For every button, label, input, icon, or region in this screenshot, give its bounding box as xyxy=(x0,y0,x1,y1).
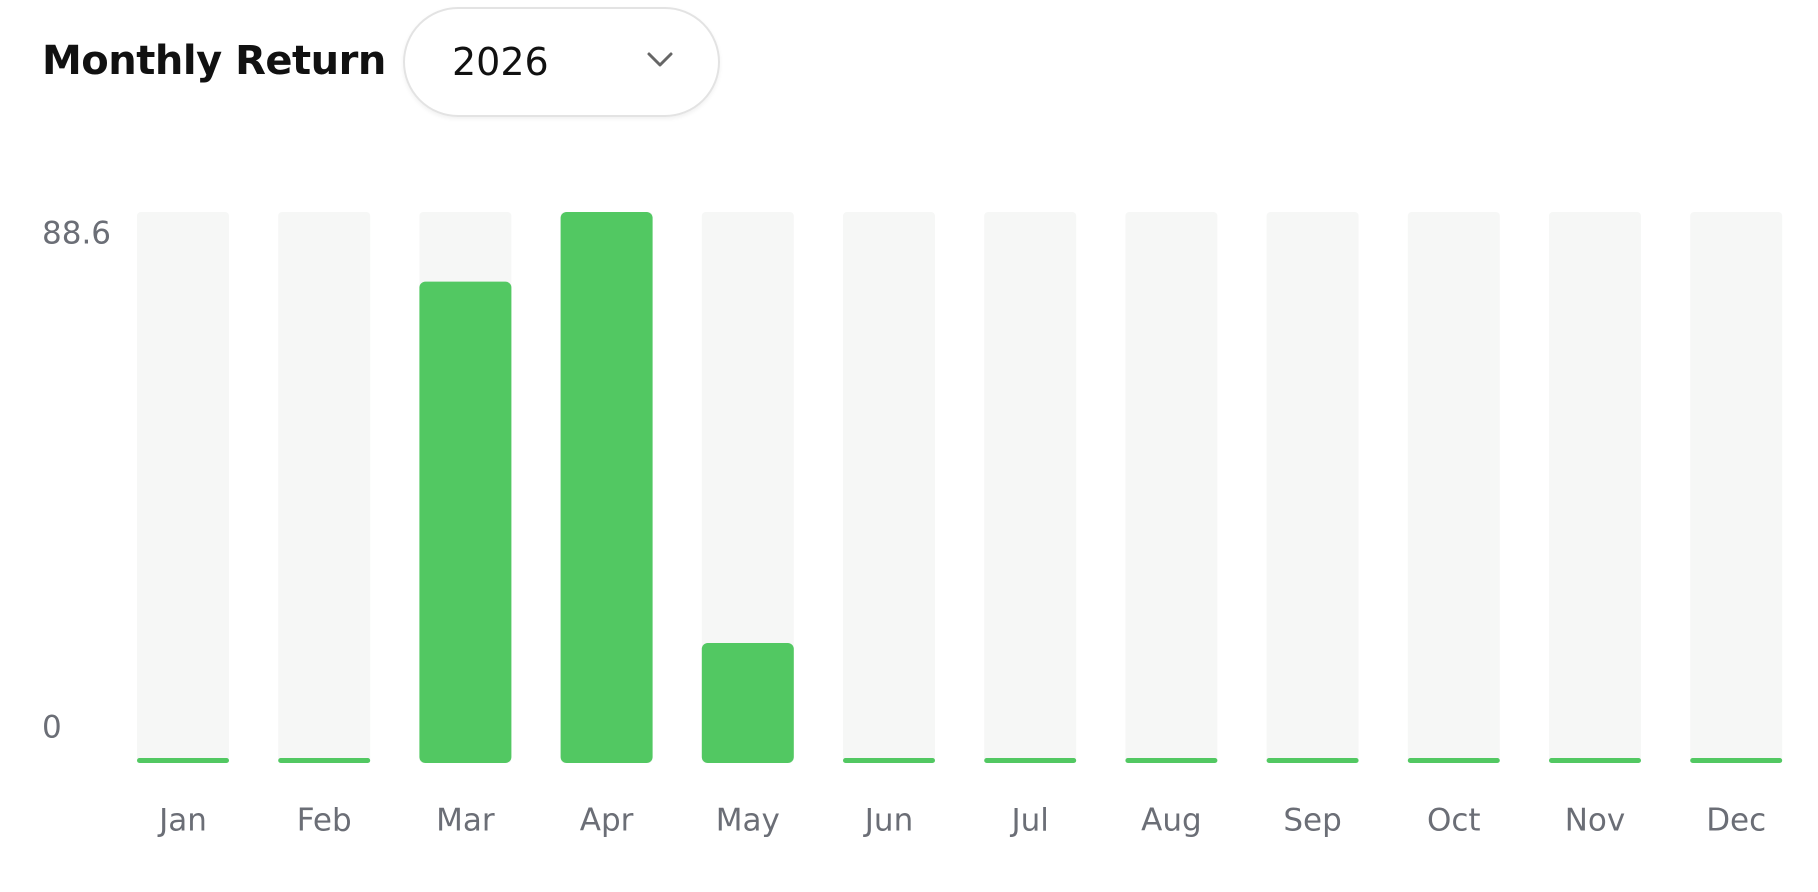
x-tick-label: Jul xyxy=(1009,803,1048,839)
y-tick-label: 88.6 xyxy=(42,216,111,252)
bar xyxy=(419,281,512,763)
bar-track xyxy=(1266,212,1359,763)
bar-track xyxy=(1549,212,1641,763)
year-value: 2026 xyxy=(452,40,549,84)
bar-track xyxy=(1125,212,1218,763)
bar xyxy=(984,758,1077,763)
bar-track xyxy=(701,212,794,763)
x-tick-label: May xyxy=(716,803,780,839)
x-tick-label: Apr xyxy=(580,803,634,839)
bar-track xyxy=(843,212,935,763)
bar-track xyxy=(984,212,1077,763)
x-tick-label: Nov xyxy=(1565,803,1626,839)
bar xyxy=(843,758,935,763)
title: Monthly Return xyxy=(42,38,386,84)
chevron-icon xyxy=(647,52,673,67)
x-tick-label: Jan xyxy=(157,803,207,839)
x-tick-label: Jun xyxy=(863,803,913,839)
x-tick-label: Feb xyxy=(297,803,352,839)
x-tick-label: Aug xyxy=(1141,803,1202,839)
bar-track xyxy=(278,212,371,763)
bar xyxy=(701,642,794,763)
bar xyxy=(1407,758,1500,763)
bar xyxy=(1549,758,1641,763)
bar xyxy=(1125,758,1218,763)
bar xyxy=(560,212,653,763)
bar xyxy=(137,758,229,763)
bar-track xyxy=(1690,212,1783,763)
bar-track xyxy=(1407,212,1500,763)
x-tick-label: Sep xyxy=(1283,803,1341,839)
bar xyxy=(1690,758,1783,763)
bar xyxy=(278,758,371,763)
bar xyxy=(1266,758,1359,763)
bar-track xyxy=(137,212,229,763)
x-tick-label: Dec xyxy=(1706,803,1766,839)
x-tick-label: Oct xyxy=(1427,803,1481,839)
y-tick-label: 0 xyxy=(42,710,62,746)
year-dropdown[interactable]: 2026 xyxy=(403,7,720,117)
x-tick-label: Mar xyxy=(436,803,495,839)
